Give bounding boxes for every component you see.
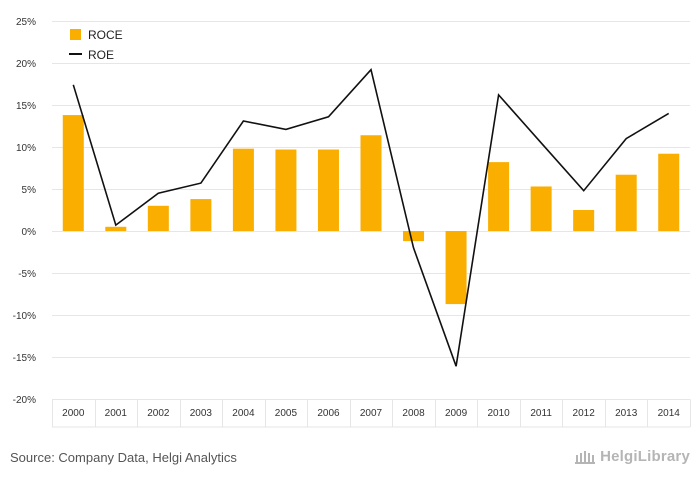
x-tick-label: 2004 bbox=[232, 408, 255, 419]
legend-roce-label: ROCE bbox=[88, 28, 123, 42]
y-tick-label: -20% bbox=[13, 395, 36, 406]
roce-bars bbox=[62, 115, 680, 305]
x-tick-label: 2005 bbox=[275, 408, 298, 419]
roce-bar[interactable] bbox=[403, 231, 425, 242]
brand-logo[interactable]: HelgiLibrary bbox=[574, 448, 690, 465]
x-tick-label: 2012 bbox=[573, 408, 596, 419]
roce-bar[interactable] bbox=[147, 205, 169, 231]
roce-bar[interactable] bbox=[488, 162, 510, 231]
legend-roce-swatch bbox=[70, 29, 81, 40]
y-tick-label: 15% bbox=[16, 101, 36, 112]
x-tick-label: 2009 bbox=[445, 408, 468, 419]
x-axis-tick-labels: 2000 2001 2002 2003 2004 2005 2006 2007 2008 2009… bbox=[62, 408, 680, 419]
roce-roe-chart: -20% -15% -10% -5% 0% 5% 10% 15% 20% 25% 2000 2001… bbox=[13, 17, 691, 428]
legend-roe-label: ROE bbox=[88, 48, 114, 62]
roce-bar[interactable] bbox=[658, 153, 680, 231]
brand-name: HelgiLibrary bbox=[600, 448, 690, 465]
x-tick-label: 2003 bbox=[190, 408, 213, 419]
roce-bar[interactable] bbox=[275, 149, 297, 231]
roe-line-layer bbox=[72, 68, 670, 367]
x-tick-label: 2013 bbox=[615, 408, 638, 419]
roce-bar[interactable] bbox=[445, 231, 467, 305]
roce-bar[interactable] bbox=[232, 148, 254, 231]
roe-line[interactable] bbox=[72, 68, 670, 367]
y-tick-label: -10% bbox=[13, 311, 36, 322]
source-note: Source: Company Data, Helgi Analytics bbox=[10, 450, 237, 465]
x-tick-label: 2001 bbox=[105, 408, 128, 419]
x-tick-label: 2011 bbox=[530, 408, 552, 419]
y-tick-label: 10% bbox=[16, 143, 36, 154]
x-tick-label: 2007 bbox=[360, 408, 383, 419]
roce-bar[interactable] bbox=[530, 186, 552, 231]
y-tick-label: 20% bbox=[16, 59, 36, 70]
x-tick-label: 2008 bbox=[402, 408, 425, 419]
roce-bar[interactable] bbox=[317, 149, 339, 231]
legend[interactable]: ROCE ROE bbox=[69, 28, 123, 62]
y-tick-label: 5% bbox=[22, 185, 37, 196]
x-tick-label: 2002 bbox=[147, 408, 170, 419]
y-tick-label: -5% bbox=[18, 269, 36, 280]
x-tick-label: 2000 bbox=[62, 408, 85, 419]
roce-bar[interactable] bbox=[360, 135, 382, 231]
y-tick-label: 0% bbox=[22, 227, 37, 238]
roce-bar[interactable] bbox=[105, 226, 127, 231]
roce-bar[interactable] bbox=[190, 199, 212, 231]
x-tick-label: 2014 bbox=[658, 408, 681, 419]
library-building-icon bbox=[575, 450, 596, 464]
roce-bar[interactable] bbox=[62, 115, 84, 231]
y-tick-label: -15% bbox=[13, 353, 36, 364]
x-tick-label: 2006 bbox=[317, 408, 340, 419]
roce-bar[interactable] bbox=[573, 210, 595, 231]
y-tick-label: 25% bbox=[16, 17, 36, 28]
x-tick-label: 2010 bbox=[487, 408, 510, 419]
y-axis-tick-labels: -20% -15% -10% -5% 0% 5% 10% 15% 20% 25% bbox=[13, 17, 36, 406]
roce-bar[interactable] bbox=[615, 174, 637, 231]
